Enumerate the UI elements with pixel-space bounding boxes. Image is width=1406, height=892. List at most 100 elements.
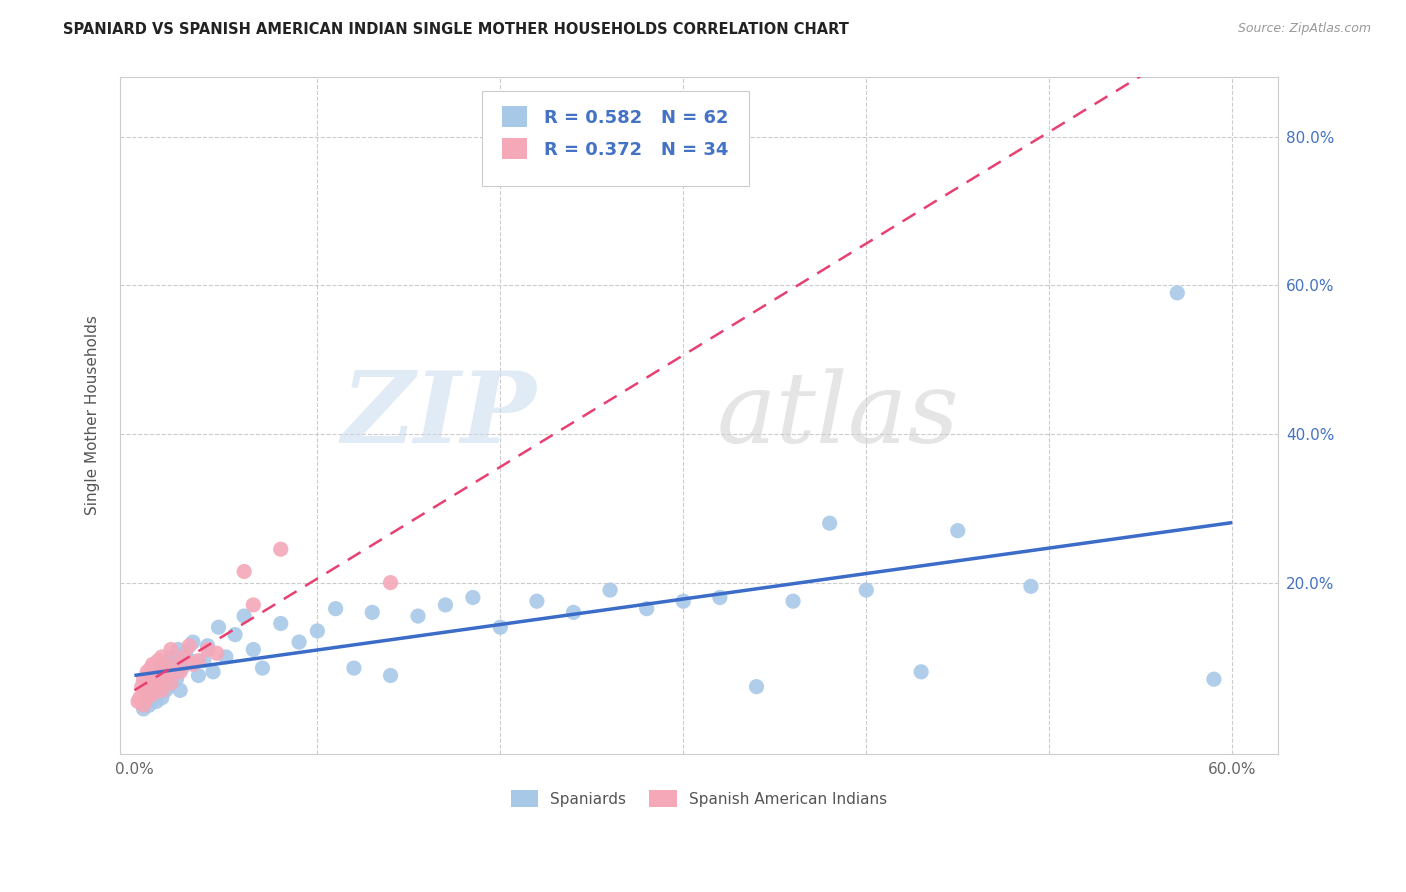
Point — [242, 642, 264, 657]
Point — [1019, 579, 1042, 593]
FancyBboxPatch shape — [482, 91, 748, 186]
Point — [1202, 672, 1225, 686]
Text: SPANIARD VS SPANISH AMERICAN INDIAN SINGLE MOTHER HOUSEHOLDS CORRELATION CHART: SPANIARD VS SPANISH AMERICAN INDIAN SING… — [63, 22, 849, 37]
Point — [149, 665, 172, 679]
Point — [406, 609, 429, 624]
Point — [142, 687, 165, 701]
Point — [146, 676, 169, 690]
Point — [434, 598, 457, 612]
Point — [152, 661, 174, 675]
Point — [160, 649, 183, 664]
Point — [361, 605, 384, 619]
Text: R = 0.582   N = 62: R = 0.582 N = 62 — [544, 109, 728, 127]
Point — [207, 620, 229, 634]
Point — [136, 665, 159, 679]
Point — [163, 657, 186, 672]
Point — [143, 668, 166, 682]
Point — [170, 661, 193, 675]
Point — [325, 601, 347, 615]
Point — [307, 624, 329, 638]
Point — [167, 642, 190, 657]
Point — [142, 668, 165, 682]
Point — [709, 591, 731, 605]
Point — [202, 665, 225, 679]
Point — [134, 683, 156, 698]
Point — [166, 672, 188, 686]
Point — [160, 676, 183, 690]
Point — [163, 654, 186, 668]
Point — [252, 661, 274, 675]
Point — [155, 683, 177, 698]
Point — [179, 639, 201, 653]
Point — [270, 616, 292, 631]
Point — [174, 646, 197, 660]
Point — [132, 702, 155, 716]
Point — [818, 516, 841, 531]
Point — [242, 598, 264, 612]
Point — [181, 635, 204, 649]
Point — [142, 657, 165, 672]
Y-axis label: Single Mother Households: Single Mother Households — [86, 316, 100, 516]
Point — [162, 668, 184, 682]
Point — [562, 605, 585, 619]
Point — [197, 639, 219, 653]
Point — [150, 657, 173, 672]
Point — [181, 657, 204, 672]
Point — [138, 698, 160, 713]
Bar — [502, 137, 527, 159]
Point — [146, 654, 169, 668]
Point — [187, 668, 209, 682]
Point — [136, 690, 159, 705]
Point — [910, 665, 932, 679]
Point — [461, 591, 484, 605]
Point — [145, 694, 167, 708]
Point — [636, 601, 658, 615]
Point — [136, 690, 159, 705]
Point — [599, 583, 621, 598]
Point — [270, 542, 292, 557]
Point — [205, 646, 228, 660]
Point — [143, 680, 166, 694]
Point — [672, 594, 695, 608]
Point — [145, 680, 167, 694]
Point — [187, 654, 209, 668]
Point — [150, 683, 173, 698]
Point — [179, 654, 201, 668]
Point — [782, 594, 804, 608]
Point — [215, 649, 238, 664]
Legend: Spaniards, Spanish American Indians: Spaniards, Spanish American Indians — [505, 783, 893, 814]
Point — [132, 698, 155, 713]
Point — [149, 672, 172, 686]
Text: atlas: atlas — [717, 368, 959, 463]
Point — [157, 680, 180, 694]
Text: Source: ZipAtlas.com: Source: ZipAtlas.com — [1237, 22, 1371, 36]
Point — [139, 683, 162, 698]
Point — [138, 676, 160, 690]
Point — [142, 687, 165, 701]
Point — [1166, 285, 1188, 300]
Point — [193, 654, 215, 668]
Text: R = 0.372   N = 34: R = 0.372 N = 34 — [544, 141, 728, 159]
Point — [233, 609, 256, 624]
Point — [343, 661, 366, 675]
Point — [197, 642, 219, 657]
Point — [380, 575, 402, 590]
Point — [855, 583, 877, 598]
Point — [132, 672, 155, 686]
Point — [156, 661, 179, 675]
Point — [288, 635, 311, 649]
Point — [131, 680, 153, 694]
Point — [169, 683, 191, 698]
Point — [526, 594, 548, 608]
Bar — [502, 106, 527, 127]
Point — [489, 620, 512, 634]
Point — [139, 661, 162, 675]
Point — [156, 668, 179, 682]
Point — [152, 672, 174, 686]
Point — [160, 642, 183, 657]
Point — [150, 649, 173, 664]
Point — [745, 680, 768, 694]
Point — [224, 627, 246, 641]
Point — [946, 524, 969, 538]
Point — [233, 565, 256, 579]
